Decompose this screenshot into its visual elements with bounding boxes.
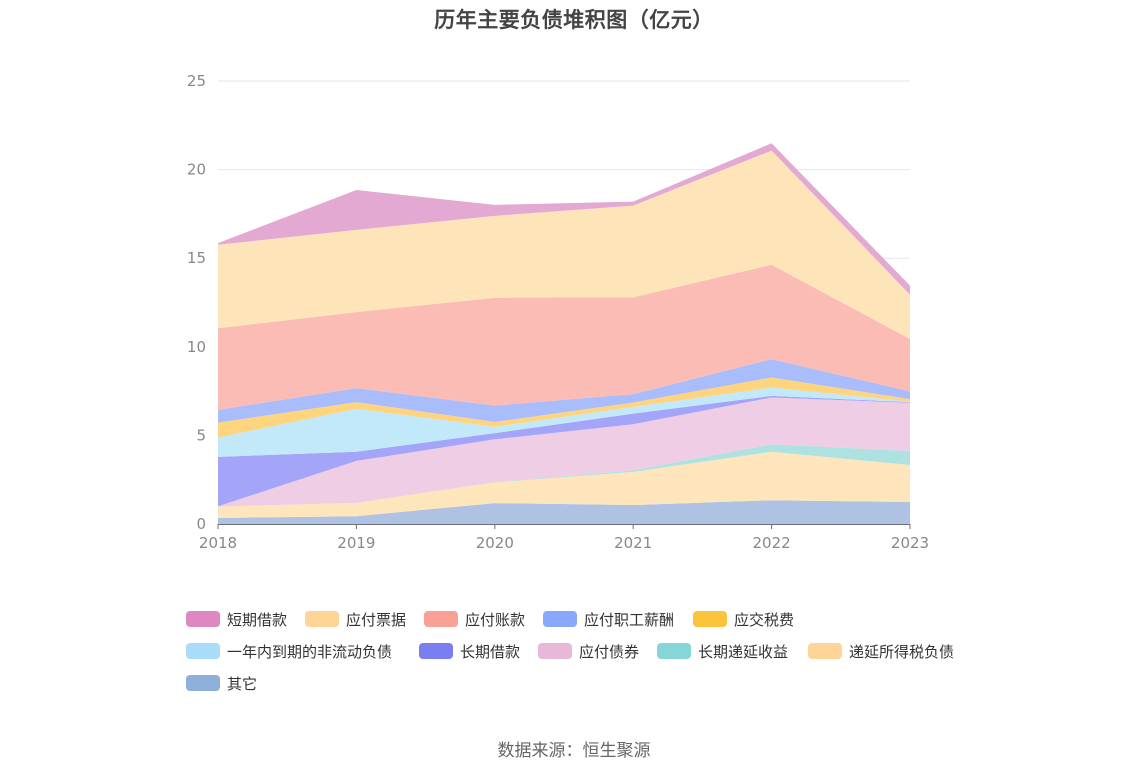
area-series-path: [218, 377, 910, 438]
area-series-path: [218, 143, 910, 295]
y-tick-label: 15: [187, 249, 206, 267]
legend-swatch: [419, 643, 453, 659]
legend-item-notes-payable[interactable]: 应付票据: [305, 606, 406, 632]
legend-label: 其它: [227, 674, 258, 693]
y-tick-label: 10: [187, 338, 206, 356]
legend-swatch: [305, 611, 339, 627]
legend-item-employee-payables[interactable]: 应付职工薪酬: [543, 606, 674, 632]
legend-item-long-term-deferred-income[interactable]: 长期递延收益: [657, 638, 788, 664]
area-series: [218, 143, 910, 524]
x-tick-label: 2021: [614, 534, 652, 552]
legend-label: 长期递延收益: [698, 642, 789, 661]
area-series-path: [218, 150, 910, 340]
legend-swatch: [186, 643, 220, 659]
legend-swatch: [543, 611, 577, 627]
area-series-path: [218, 451, 910, 518]
legend-swatch: [657, 643, 691, 659]
area-series-path: [218, 359, 910, 423]
legend-item-other[interactable]: 其它: [186, 670, 257, 696]
legend-item-long-term-loans[interactable]: 长期借款: [419, 638, 520, 664]
legend-swatch: [808, 643, 842, 659]
x-tick-label: 2018: [199, 534, 237, 552]
legend-label: 短期借款: [227, 610, 288, 629]
x-axis: 2018 2019 2020 2021 2022 2023: [199, 524, 929, 552]
legend-item-bonds-payable[interactable]: 应付债券: [538, 638, 639, 664]
x-tick-label: 2020: [476, 534, 514, 552]
legend-swatch: [693, 611, 727, 627]
legend-item-current-noncurrent-liabilities[interactable]: 一年内到期的非流动负债: [186, 638, 392, 664]
x-tick-label: 2023: [891, 534, 929, 552]
legend-label: 一年内到期的非流动负债: [227, 642, 393, 661]
y-axis: 0 5 10 15 20 25: [187, 72, 206, 533]
legend-swatch: [186, 611, 220, 627]
area-series-path: [218, 444, 910, 507]
legend-item-deferred-tax-liabilities[interactable]: 递延所得税负债: [808, 638, 954, 664]
area-series-path: [218, 264, 910, 410]
legend-label: 递延所得税负债: [849, 642, 955, 661]
legend-swatch: [186, 675, 220, 691]
data-source-note: 数据来源：恒生聚源: [497, 741, 651, 761]
area-series-path: [218, 500, 910, 524]
stacked-area-chart: 0 5 10 15 20 25 2018 2019 2020 2021 2022 2023: [187, 72, 929, 552]
legend-item-accounts-payable[interactable]: 应付账款: [424, 606, 525, 632]
area-series-path: [218, 397, 910, 507]
legend-label: 应付账款: [465, 610, 526, 629]
x-tick-label: 2019: [337, 534, 375, 552]
x-tick-label: 2022: [753, 534, 791, 552]
y-tick-label: 25: [187, 72, 206, 90]
legend-swatch: [424, 611, 458, 627]
legend-label: 应付票据: [346, 610, 407, 629]
legend-swatch: [538, 643, 572, 659]
y-tick-label: 5: [196, 426, 206, 444]
legend-label: 应交税费: [734, 610, 795, 629]
y-tick-label: 0: [196, 515, 206, 533]
legend-item-taxes-payable[interactable]: 应交税费: [693, 606, 794, 632]
legend-label: 应付职工薪酬: [584, 610, 675, 629]
legend-item-short-term-loans[interactable]: 短期借款: [186, 606, 287, 632]
area-series-path: [218, 387, 910, 457]
y-tick-label: 20: [187, 161, 206, 179]
legend-label: 应付债券: [579, 642, 640, 661]
legend-label: 长期借款: [460, 642, 521, 661]
chart-title: 历年主要负债堆积图（亿元）: [434, 8, 714, 32]
